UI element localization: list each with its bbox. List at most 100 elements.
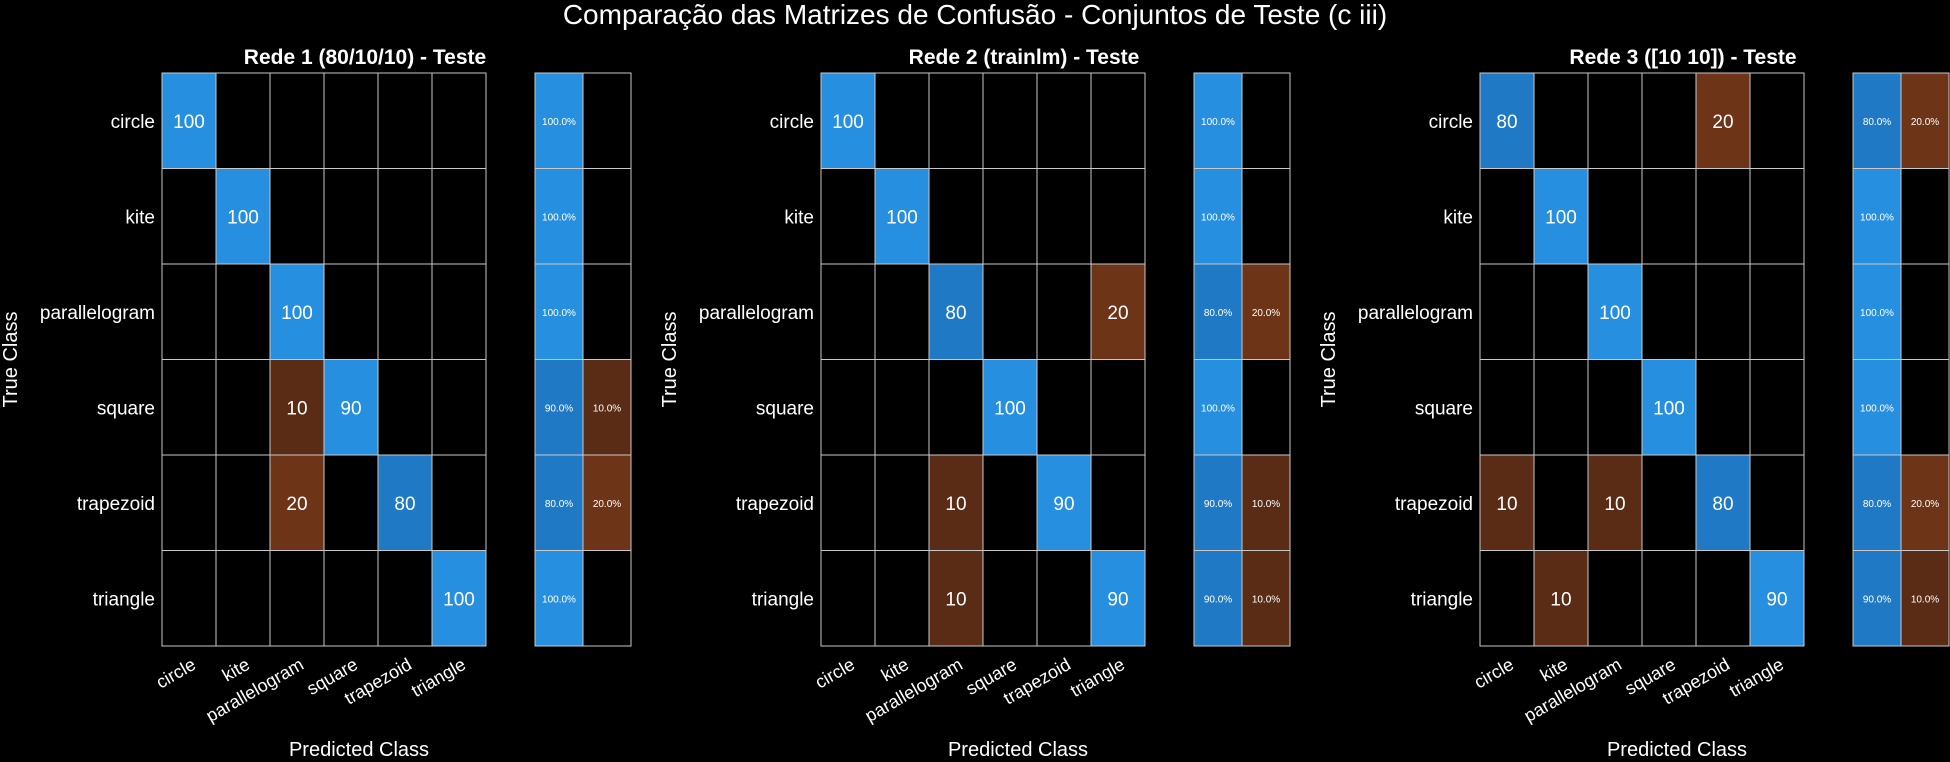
cell-value: 100 — [886, 207, 918, 228]
matrix-cell — [874, 454, 930, 551]
panel-title: Rede 2 (trainlm) - Teste — [909, 46, 1140, 69]
matrix-cell — [820, 168, 876, 265]
row-label: square — [1415, 398, 1473, 419]
matrix-cell — [1036, 359, 1092, 456]
cell-value: 80 — [394, 494, 415, 515]
matrix-cell — [1036, 263, 1092, 360]
matrix-cell — [1641, 550, 1697, 647]
cell-value: 10 — [945, 589, 966, 610]
summary-cell — [1193, 550, 1243, 647]
matrix-cell — [820, 359, 876, 456]
panel-2: Rede 2 (trainlm) - Teste 100 circle 100.0% 1… — [659, 46, 1291, 761]
matrix-cell — [1090, 454, 1146, 551]
row-label: kite — [784, 207, 814, 228]
matrix-cell — [1479, 263, 1535, 360]
cell-value: 100 — [994, 398, 1026, 419]
matrix-cell — [1749, 359, 1805, 456]
cell-value: 100 — [173, 112, 205, 133]
matrix-cell — [215, 454, 271, 551]
cell-value: 80 — [1496, 112, 1517, 133]
matrix-cell — [215, 72, 271, 169]
cell-value: 100 — [1599, 303, 1631, 324]
summary-cell — [534, 359, 584, 456]
summary-cell — [1241, 72, 1291, 169]
summary-cell — [534, 263, 584, 360]
summary-value: 100.0% — [1201, 117, 1235, 128]
matrix-cell — [1587, 168, 1643, 265]
summary-value: 80.0% — [1863, 117, 1891, 128]
matrix-cell — [1641, 454, 1697, 551]
summary-cell — [1852, 550, 1902, 647]
matrix-cell — [1533, 454, 1589, 551]
summary-value: 10.0% — [1911, 594, 1939, 605]
matrix-cell — [1641, 72, 1697, 169]
summary-cell — [1852, 359, 1902, 456]
matrix-cell — [1587, 454, 1643, 551]
matrix-cell — [982, 454, 1038, 551]
matrix-cell — [1036, 550, 1092, 647]
row-label: parallelogram — [40, 303, 155, 324]
matrix-cell — [1533, 359, 1589, 456]
cell-value: 100 — [443, 589, 475, 610]
panel-title: Rede 1 (80/10/10) - Teste — [244, 46, 486, 69]
matrix-cell — [1090, 359, 1146, 456]
row-label: triangle — [1411, 589, 1473, 610]
cell-value: 90 — [340, 398, 361, 419]
matrix-cell — [1695, 454, 1751, 551]
cell-value: 100 — [1653, 398, 1685, 419]
matrix-cell — [1479, 454, 1535, 551]
summary-cell — [582, 263, 632, 360]
matrix-cell — [1090, 168, 1146, 265]
matrix-cell — [874, 263, 930, 360]
row-label: trapezoid — [736, 494, 814, 515]
row-label: circle — [1429, 112, 1473, 133]
matrix-cell — [1090, 72, 1146, 169]
summary-cell — [1900, 168, 1950, 265]
matrix-cell — [431, 550, 487, 647]
cell-value: 10 — [1496, 494, 1517, 515]
summary-cell — [1241, 263, 1291, 360]
matrix-cell — [982, 168, 1038, 265]
cell-value: 100 — [832, 112, 864, 133]
row-label: circle — [111, 112, 155, 133]
matrix-cell — [215, 550, 271, 647]
matrix-cell — [928, 72, 984, 169]
matrix-cell — [323, 263, 379, 360]
matrix-cell — [928, 550, 984, 647]
matrix-cell — [431, 72, 487, 169]
matrix-cell — [161, 263, 217, 360]
matrix-cell — [161, 550, 217, 647]
x-axis-label: Predicted Class — [289, 739, 429, 761]
row-label: circle — [770, 112, 814, 133]
matrix-cell — [1036, 72, 1092, 169]
summary-value: 90.0% — [1204, 499, 1232, 510]
cell-value: 20 — [286, 494, 307, 515]
summary-value: 100.0% — [542, 212, 576, 223]
row-label: kite — [1443, 207, 1473, 228]
summary-cell — [1852, 263, 1902, 360]
cell-value: 90 — [1766, 589, 1787, 610]
summary-value: 100.0% — [1860, 212, 1894, 223]
summary-value: 90.0% — [1863, 594, 1891, 605]
summary-value: 90.0% — [1204, 594, 1232, 605]
cell-value: 100 — [281, 303, 313, 324]
row-label: square — [756, 398, 814, 419]
summary-cell — [582, 359, 632, 456]
summary-value: 100.0% — [542, 117, 576, 128]
summary-cell — [582, 454, 632, 551]
summary-cell — [1852, 72, 1902, 169]
summary-value: 20.0% — [593, 499, 621, 510]
summary-cell — [1900, 359, 1950, 456]
summary-cell — [1900, 263, 1950, 360]
summary-value: 10.0% — [593, 403, 621, 414]
matrix-cell — [323, 72, 379, 169]
cell-value: 10 — [286, 398, 307, 419]
summary-cell — [582, 72, 632, 169]
summary-cell — [534, 72, 584, 169]
summary-value: 100.0% — [542, 308, 576, 319]
y-axis-label: True Class — [0, 312, 22, 408]
summary-cell — [1852, 168, 1902, 265]
matrix-cell — [982, 550, 1038, 647]
matrix-cell — [161, 359, 217, 456]
